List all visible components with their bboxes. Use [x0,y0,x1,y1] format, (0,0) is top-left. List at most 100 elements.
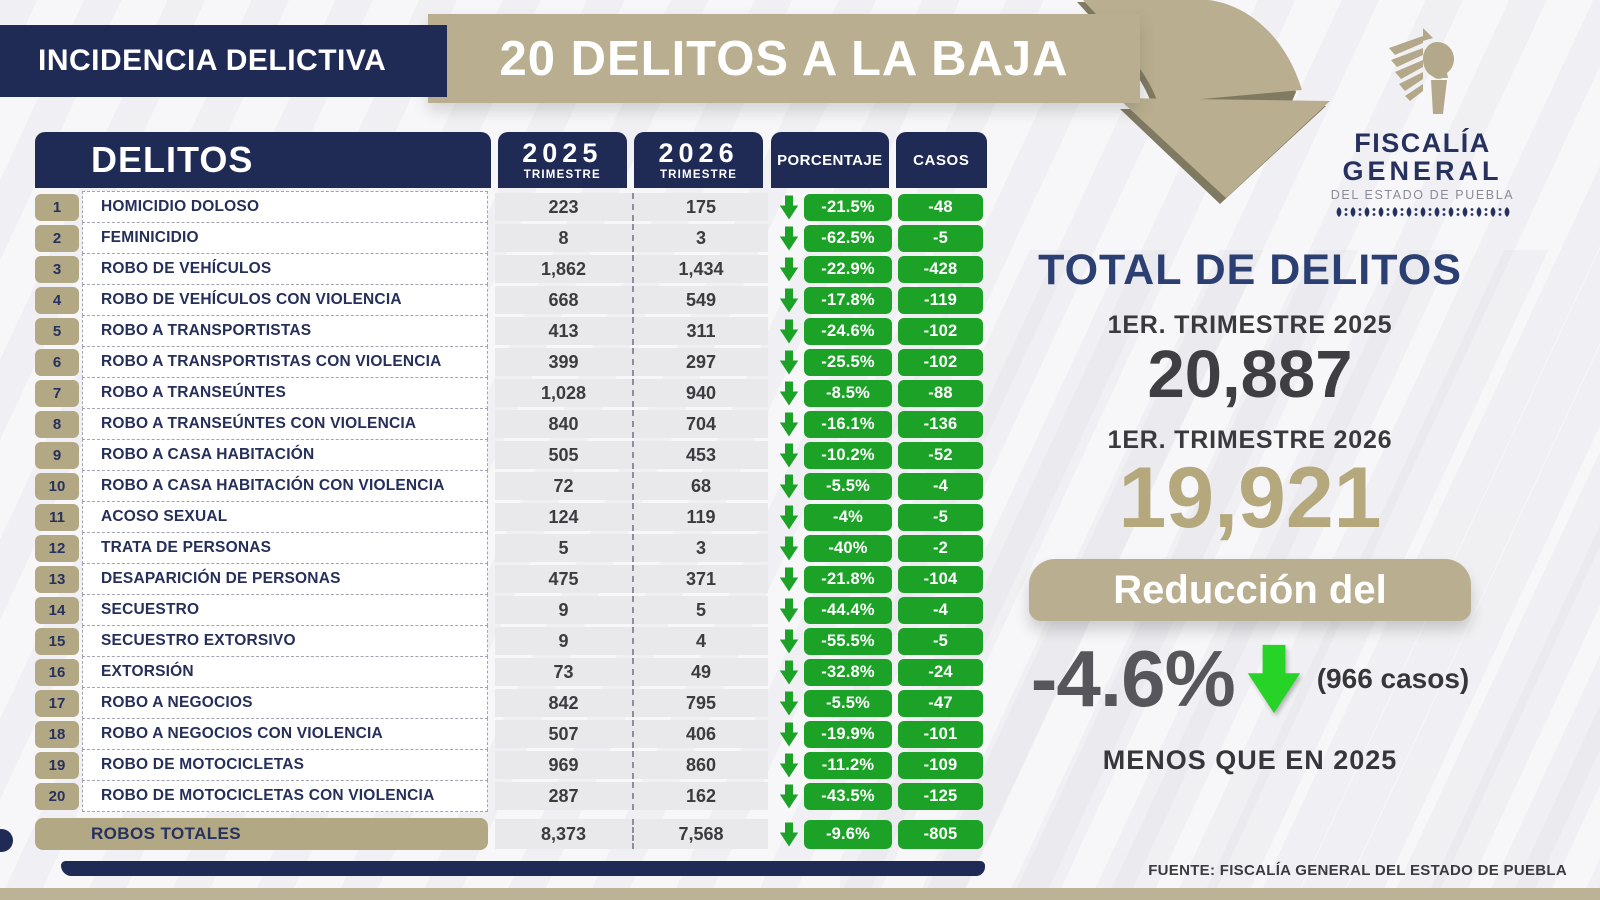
table-header: DELITOS 2025 TRIMESTRE 2026 TRIMESTRE PO… [35,132,987,188]
cases-badge: -104 [898,565,983,593]
down-arrow-icon [774,628,804,655]
talavera-pattern [1336,207,1509,218]
table-row: 10 ROBO A CASA HABITACIÓN CON VIOLENCIA 72… [35,470,987,502]
row-number-badge: 18 [35,720,79,748]
percent-badge: -21.8% [804,565,892,593]
value-2025: 505 [495,441,632,469]
down-arrow-icon [774,821,804,848]
percent-badge: -4% [804,503,892,531]
table-footer-bar [61,861,985,876]
value-2025: 399 [495,348,632,376]
logo-line2: GENERAL [1342,155,1503,186]
cases-badge: -4 [898,596,983,624]
down-arrow-icon [774,752,804,779]
cases-badge: -109 [898,751,983,779]
row-number-badge: 4 [35,286,79,314]
value-2025: 9 [495,627,632,655]
crime-name: ROBO A TRANSEÚNTES [82,377,488,409]
down-arrow-icon [774,535,804,562]
crime-name: FEMINICIDIO [82,222,488,254]
table-row: 3 ROBO DE VEHÍCULOS 1,862 1,434 -22.9% -428 [35,253,987,285]
totals-row: ROBOS TOTALES 8,373 7,568 -9.6% -805 [35,817,987,851]
down-arrow-icon [774,318,804,345]
value-2025: 72 [495,472,632,500]
header-2026-year: 2026 [658,137,739,168]
row-number-badge: 16 [35,658,79,686]
crime-name: ROBO DE MOTOCICLETAS [82,749,488,781]
big-down-arrow-icon [1247,645,1300,714]
crime-name: ROBO A NEGOCIOS CON VIOLENCIA [82,718,488,750]
value-2026: 3 [632,224,768,252]
crime-name: SECUESTRO [82,594,488,626]
row-number-badge: 8 [35,410,79,438]
down-arrow-icon [774,721,804,748]
crime-name: EXTORSIÓN [82,656,488,688]
down-arrow-icon [774,783,804,810]
down-arrow-icon [774,473,804,500]
value-2026: 795 [632,689,768,717]
percent-badge: -5.5% [804,689,892,717]
table-row: 7 ROBO A TRANSEÚNTES 1,028 940 -8.5% -88 [35,377,987,409]
percent-badge: -55.5% [804,627,892,655]
table-row: 2 FEMINICIDIO 8 3 -62.5% -5 [35,222,987,254]
table-row: 14 SECUESTRO 9 5 -44.4% -4 [35,594,987,626]
down-arrow-icon [774,287,804,314]
row-number-badge: 6 [35,348,79,376]
cases-badge: -119 [898,286,983,314]
page-title-text: INCIDENCIA DELICTIVA [38,44,387,77]
reduction-row: -4.6% (966 casos) [985,639,1515,719]
logo-line3: DEL ESTADO DE PUEBLA [1330,188,1515,203]
crime-name: ROBO A TRANSPORTISTAS [82,315,488,347]
cases-badge: -102 [898,317,983,345]
summary-2026-value: 19,921 [1118,450,1382,547]
value-2025: 8 [495,224,632,252]
crime-name: DESAPARICIÓN DE PERSONAS [82,563,488,595]
row-number-badge: 17 [35,689,79,717]
down-arrow-icon [774,225,804,252]
cases-badge: -88 [898,379,983,407]
cases-badge: -2 [898,534,983,562]
reduction-cases: (966 casos) [1316,663,1470,695]
crime-table: DELITOS 2025 TRIMESTRE 2026 TRIMESTRE PO… [35,132,987,876]
table-row: 5 ROBO A TRANSPORTISTAS 413 311 -24.6% -102 [35,315,987,347]
header-2025-trimestre: TRIMESTRE [523,168,601,181]
totals-cases-badge: -805 [898,819,983,849]
value-2026: 406 [632,720,768,748]
table-row: 17 ROBO A NEGOCIOS 842 795 -5.5% -47 [35,687,987,719]
down-arrow-icon [774,504,804,531]
percent-badge: -5.5% [804,472,892,500]
value-2026: 549 [632,286,768,314]
down-arrow-icon [774,442,804,469]
value-2026: 297 [632,348,768,376]
down-arrow-icon [774,659,804,686]
value-2025: 73 [495,658,632,686]
value-2025: 969 [495,751,632,779]
summary-title: TOTAL DE DELITOS [1038,246,1462,294]
table-row: 6 ROBO A TRANSPORTISTAS CON VIOLENCIA 399 2… [35,346,987,378]
value-2026: 162 [632,782,768,810]
table-row: 15 SECUESTRO EXTORSIVO 9 4 -55.5% -5 [35,625,987,657]
value-2026: 940 [632,379,768,407]
cases-badge: -48 [898,193,983,221]
table-row: 16 EXTORSIÓN 73 49 -32.8% -24 [35,656,987,688]
value-2026: 5 [632,596,768,624]
summary-panel: TOTAL DE DELITOS 1ER. TRIMESTRE 2025 20,… [985,246,1515,776]
crime-name: ROBO DE VEHÍCULOS [82,253,488,285]
row-number-badge: 7 [35,379,79,407]
cases-badge: -5 [898,503,983,531]
down-arrow-icon [774,194,804,221]
value-2026: 311 [632,317,768,345]
header-2026: 2026 TRIMESTRE [633,132,764,188]
table-row: 8 ROBO A TRANSEÚNTES CON VIOLENCIA 840 704 -… [35,408,987,440]
row-number-badge: 9 [35,441,79,469]
percent-badge: -40% [804,534,892,562]
down-arrow-icon [774,256,804,283]
crime-name: ROBO A TRANSPORTISTAS CON VIOLENCIA [82,346,488,378]
totals-percent-badge: -9.6% [804,819,892,849]
table-row: 4 ROBO DE VEHÍCULOS CON VIOLENCIA 668 549 -1… [35,284,987,316]
fiscalia-logo: FISCALÍA GENERAL DEL ESTADO DE PUEBLA [1320,28,1525,218]
percent-badge: -10.2% [804,441,892,469]
page-title: INCIDENCIA DELICTIVA [0,25,447,97]
header-2025-year: 2025 [522,137,603,168]
bottom-strip [0,888,1600,900]
